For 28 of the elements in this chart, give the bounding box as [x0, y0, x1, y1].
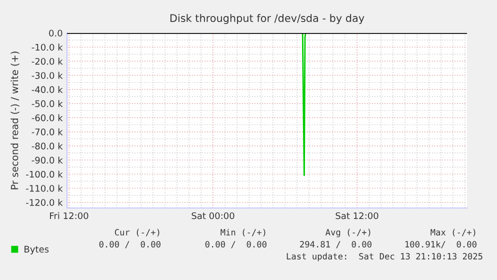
- y-tick-label: -70.0 k: [32, 128, 63, 136]
- y-tick-label: -80.0 k: [32, 142, 63, 150]
- y-tick-label: -20.0 k: [32, 58, 63, 65]
- text: 100.91k/ 0.00: [405, 240, 476, 248]
- text: 294.81 / 0.00: [300, 241, 372, 248]
- text: Last update: Sat Dec 13 21:10:13 2025: [286, 252, 482, 262]
- x-tick-label: Sat 00:00: [192, 212, 234, 220]
- y-tick-label: -120.0 k: [26, 198, 63, 206]
- text: Cur (-/+): [114, 228, 160, 237]
- y-tick-label: -50.0 k: [32, 100, 63, 108]
- y-tick-label: -90.0 k: [32, 156, 63, 164]
- y-tick-label: -100.0 k: [26, 170, 63, 178]
- legend-label: Bytes: [24, 246, 49, 254]
- x-tick-label: Fri 12:00: [50, 212, 88, 220]
- text: 0.00 / 0.00: [205, 241, 266, 248]
- chart-title: Disk throughput for /dev/sda - by day: [170, 14, 364, 24]
- y-tick-label: -30.0 k: [32, 72, 63, 79]
- y-tick-label: -40.0 k: [32, 86, 63, 94]
- x-tick-label: Sat 12:00: [336, 212, 378, 220]
- text: Min (-/+): [220, 228, 266, 237]
- y-tick-label: -60.0 k: [32, 114, 63, 122]
- text: Max (-/+): [430, 228, 476, 237]
- y-tick-label: -110.0 k: [26, 184, 63, 192]
- text: 0.00 / 0.00: [99, 241, 160, 248]
- y-axis-title: Pr second read (-) / write (+): [10, 52, 20, 190]
- text: Avg (-/+): [326, 228, 370, 238]
- y-tick-label: -10.0 k: [32, 44, 63, 51]
- y-tick-label: 0.0: [49, 30, 62, 37]
